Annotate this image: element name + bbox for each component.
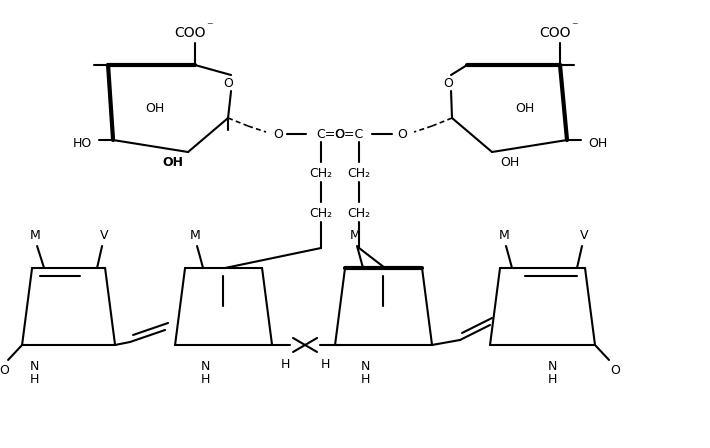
Text: CH₂: CH₂	[310, 207, 332, 220]
Text: N: N	[361, 361, 370, 374]
Text: N: N	[547, 361, 557, 374]
Text: CH₂: CH₂	[310, 167, 332, 180]
Text: ⁻: ⁻	[206, 21, 212, 34]
Text: OH: OH	[146, 102, 165, 115]
Text: H: H	[29, 374, 39, 387]
Text: O: O	[610, 365, 620, 378]
Text: HO: HO	[72, 137, 92, 150]
Text: H: H	[361, 374, 370, 387]
Text: M: M	[349, 229, 361, 242]
Text: O: O	[397, 128, 407, 141]
Text: V: V	[580, 229, 589, 242]
Text: COO: COO	[175, 26, 206, 40]
Text: M: M	[190, 229, 200, 242]
Text: H: H	[200, 374, 209, 387]
Text: CH₂: CH₂	[347, 167, 371, 180]
Text: V: V	[100, 229, 109, 242]
Text: COO: COO	[540, 26, 571, 40]
Text: O=C: O=C	[334, 128, 364, 141]
Text: H: H	[320, 358, 329, 371]
Text: C=O: C=O	[317, 128, 346, 141]
Text: OH: OH	[163, 155, 184, 168]
Text: OH: OH	[515, 102, 535, 115]
Text: O: O	[273, 128, 283, 141]
Text: O: O	[0, 365, 9, 378]
Text: OH: OH	[589, 137, 608, 150]
Text: N: N	[200, 361, 209, 374]
Text: M: M	[498, 229, 509, 242]
Text: N: N	[29, 361, 39, 374]
Text: CH₂: CH₂	[347, 207, 371, 220]
Text: O: O	[443, 77, 453, 90]
Text: OH: OH	[501, 155, 520, 168]
Text: ⁻: ⁻	[571, 21, 577, 34]
Text: H: H	[280, 358, 290, 371]
Text: M: M	[30, 229, 40, 242]
Text: H: H	[547, 374, 557, 387]
Text: O: O	[223, 77, 233, 90]
